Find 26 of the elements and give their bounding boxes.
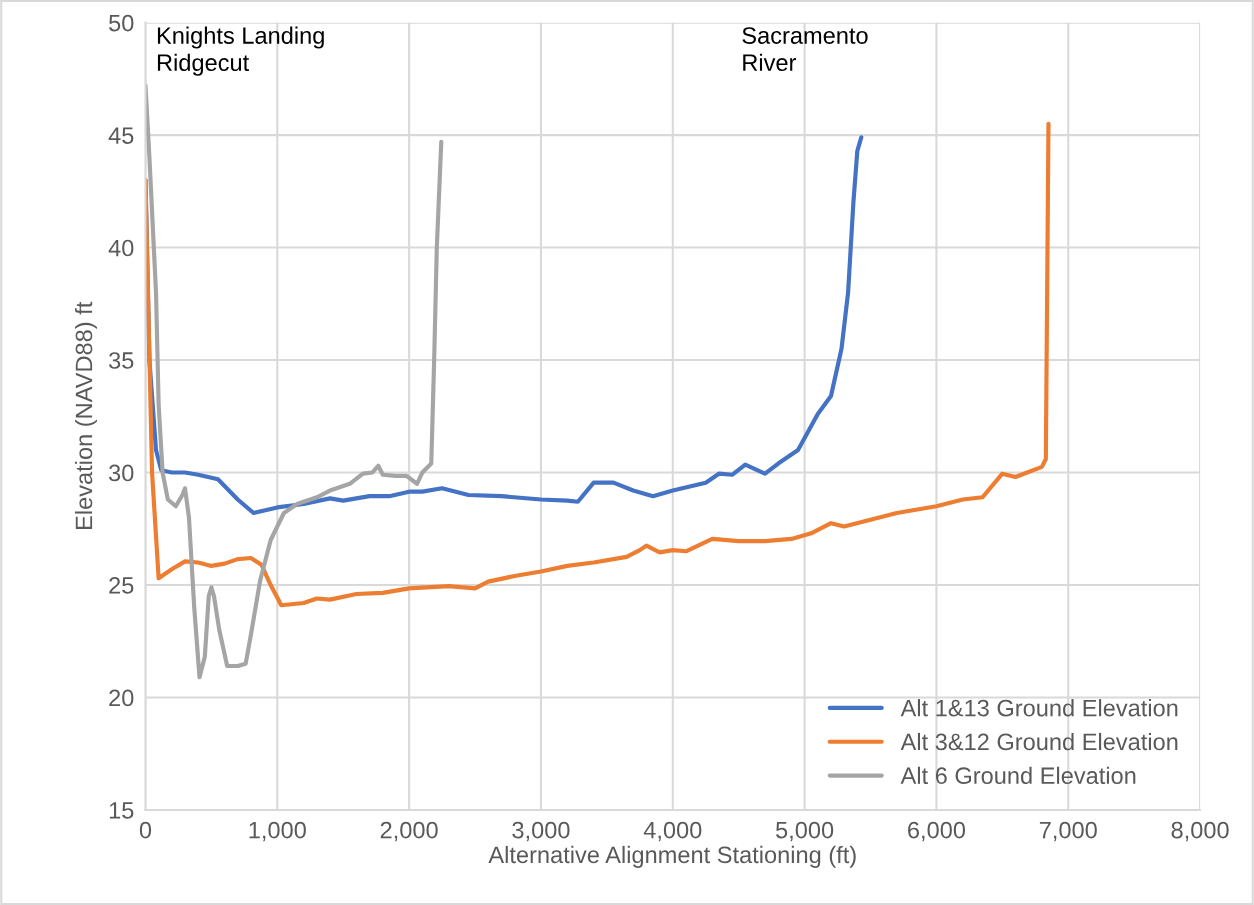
y-tick-label: 35: [108, 352, 134, 369]
y-axis-title: Elevation (NAVD88) ft: [74, 301, 97, 529]
y-tick-label: 30: [108, 464, 134, 482]
y-tick-label: 15: [109, 802, 134, 819]
x-axis-title: Alternative Alignment Stationing (ft): [488, 845, 856, 868]
annotation: Knights Landing Ridgecut: [157, 26, 324, 76]
y-tick-label: 40: [108, 239, 134, 257]
x-tick-label: 5,000: [776, 821, 834, 842]
y-tick-label: 20: [109, 689, 134, 707]
legend-label: Alt 1&13 Ground Elevation: [900, 699, 1178, 717]
y-tick-label: 45: [108, 127, 134, 144]
x-tick-label: 7,000: [1039, 821, 1097, 842]
x-tick-label: 6,000: [908, 821, 966, 842]
x-tick-label: 0: [139, 821, 152, 839]
line-series: [145, 121, 1051, 608]
y-tick-label: 50: [109, 14, 134, 32]
line-series: [145, 83, 444, 680]
x-tick-label: 1,000: [249, 821, 306, 842]
x-tick-label: 2,000: [380, 821, 438, 842]
y-tick-label: 25: [109, 577, 134, 594]
x-tick-label: 8,000: [1171, 821, 1229, 842]
legend-label: Alt 3&12 Ground Elevation: [900, 732, 1178, 751]
x-tick-label: 3,000: [512, 821, 570, 842]
x-tick-label: 4,000: [643, 821, 702, 842]
legend-label: Alt 6 Ground Elevation: [900, 766, 1136, 785]
annotation: Sacramento River: [742, 27, 868, 72]
